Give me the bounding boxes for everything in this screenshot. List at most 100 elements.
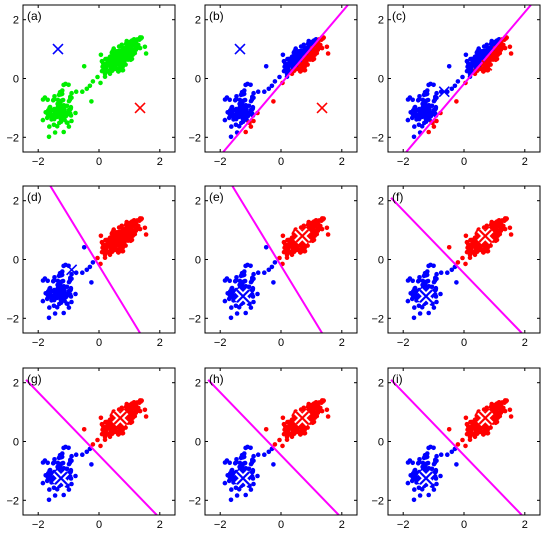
- data-point: [302, 248, 308, 254]
- data-point: [228, 134, 234, 140]
- data-point: [90, 260, 96, 265]
- data-point: [48, 292, 54, 298]
- data-point: [116, 407, 122, 412]
- data-point: [481, 424, 486, 430]
- data-point: [426, 492, 432, 498]
- x-tick-label: 0: [461, 337, 467, 349]
- data-point: [411, 497, 417, 503]
- data-point: [471, 425, 477, 430]
- y-tick-label: 2: [195, 378, 201, 390]
- data-point: [110, 234, 115, 239]
- data-point: [89, 99, 94, 104]
- data-point: [284, 255, 290, 260]
- data-point: [60, 460, 66, 466]
- data-point: [480, 429, 486, 435]
- data-point: [81, 427, 87, 432]
- data-point: [445, 452, 450, 458]
- data-point: [302, 245, 308, 251]
- data-point: [426, 82, 431, 88]
- data-point: [98, 52, 104, 58]
- data-point: [104, 250, 109, 255]
- data-point: [115, 66, 121, 72]
- data-point: [55, 110, 61, 116]
- data-point: [284, 244, 290, 250]
- x-tick-label: −2: [32, 519, 45, 531]
- data-point: [420, 106, 425, 111]
- centroid-mark: [236, 289, 250, 304]
- data-point: [414, 480, 419, 485]
- data-point: [438, 473, 443, 479]
- data-point: [412, 305, 417, 310]
- data-point: [434, 90, 439, 96]
- data-point: [317, 400, 322, 405]
- data-point: [127, 45, 133, 51]
- data-point: [251, 481, 256, 487]
- data-point: [297, 66, 303, 72]
- data-point: [104, 237, 110, 243]
- data-point: [68, 106, 74, 111]
- data-point: [426, 310, 432, 316]
- data-point: [280, 415, 286, 421]
- data-point: [414, 107, 419, 113]
- data-point: [102, 255, 108, 260]
- data-point: [67, 278, 73, 284]
- data-point: [292, 56, 298, 62]
- data-point: [432, 97, 438, 102]
- data-point: [69, 118, 74, 124]
- data-point: [469, 56, 475, 62]
- y-tick-label: −2: [188, 495, 201, 507]
- data-point: [280, 52, 286, 58]
- data-point: [324, 225, 330, 231]
- data-point: [49, 117, 54, 122]
- y-tick-label: −2: [371, 495, 384, 507]
- data-point: [492, 408, 498, 414]
- data-point: [87, 83, 93, 89]
- data-point: [449, 449, 455, 455]
- x-tick-label: 0: [461, 156, 467, 168]
- data-point: [281, 249, 287, 255]
- data-point: [137, 226, 143, 232]
- x-tick-label: −2: [214, 156, 227, 168]
- data-point: [419, 124, 425, 129]
- data-point: [224, 95, 230, 100]
- data-point: [255, 452, 261, 458]
- data-point: [298, 44, 304, 49]
- data-point: [142, 44, 148, 50]
- data-point: [228, 315, 234, 321]
- data-point: [138, 36, 144, 41]
- data-point: [298, 407, 304, 412]
- panel-label: (i): [392, 372, 403, 386]
- data-point: [475, 56, 481, 62]
- data-point: [66, 305, 72, 310]
- panel-c: −2 0 2 −2 0 2 (c): [371, 4, 541, 168]
- decision-boundary: [25, 379, 158, 515]
- data-point: [66, 487, 72, 492]
- y-tick-label: 2: [13, 15, 19, 27]
- data-point: [99, 431, 105, 437]
- data-point: [255, 291, 260, 297]
- data-point: [46, 315, 52, 321]
- data-point: [231, 117, 236, 122]
- data-point: [449, 267, 455, 273]
- data-point: [234, 493, 240, 498]
- data-point: [251, 299, 256, 305]
- data-point: [289, 252, 295, 258]
- data-point: [248, 305, 254, 310]
- data-point: [475, 234, 480, 239]
- data-point: [449, 86, 455, 92]
- data-point: [503, 399, 509, 404]
- data-point: [52, 493, 58, 498]
- data-point: [415, 461, 421, 466]
- data-point: [106, 425, 112, 430]
- data-point: [232, 98, 238, 103]
- y-tick-label: −2: [6, 132, 19, 144]
- data-point: [255, 270, 261, 276]
- data-point: [446, 427, 452, 432]
- data-point: [431, 445, 436, 451]
- data-point: [454, 462, 459, 467]
- panel-label: (f): [392, 190, 403, 204]
- data-point: [476, 46, 482, 51]
- data-point: [467, 426, 473, 432]
- data-point: [239, 102, 244, 108]
- data-point: [297, 429, 303, 435]
